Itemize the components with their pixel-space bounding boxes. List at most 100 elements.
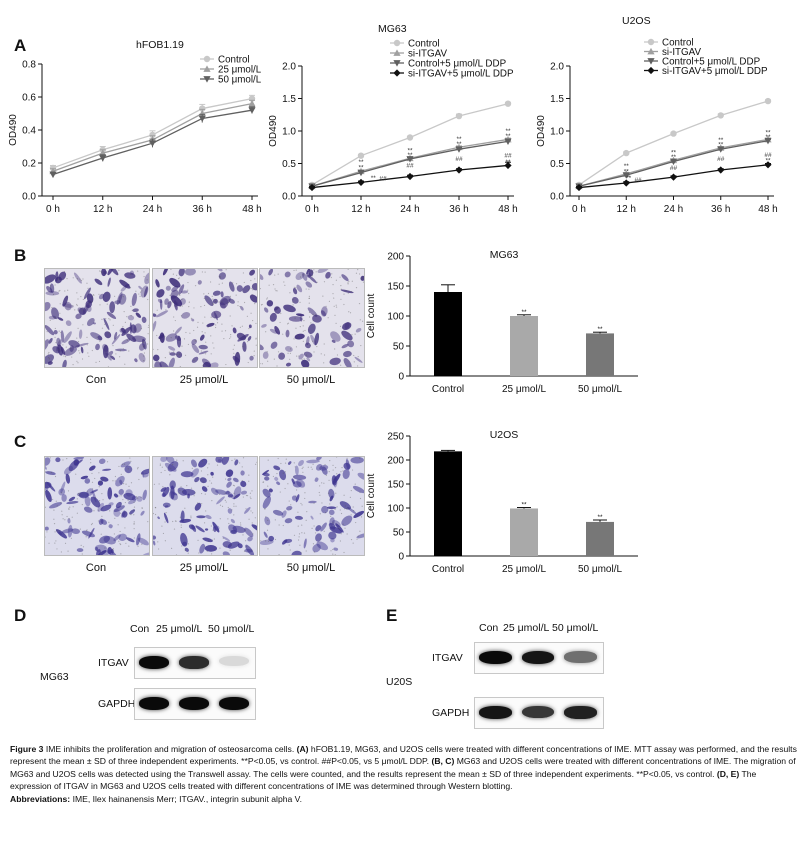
- significance-mark: **: [371, 175, 377, 182]
- y-tick-label: 150: [387, 480, 404, 491]
- significance-mark: **: [671, 154, 677, 161]
- data-point: [308, 183, 316, 192]
- y-tick-label: 0.0: [550, 192, 564, 203]
- bar: [510, 316, 538, 376]
- data-point: [49, 171, 57, 179]
- lane-label: 25 μmol/L: [156, 623, 203, 635]
- y-tick-label: 0: [398, 552, 404, 563]
- chart-title: U2OS: [622, 15, 651, 27]
- significance-mark: **: [597, 514, 603, 521]
- micrograph-image: [259, 456, 365, 556]
- y-tick-label: 0: [398, 372, 404, 383]
- legend-label: Control+5 μmol/L DDP: [662, 57, 761, 68]
- caption-title: IME inhibits the proliferation and migra…: [45, 744, 295, 754]
- data-point: [764, 97, 772, 105]
- y-tick-label: 100: [387, 504, 404, 515]
- legend-label: si-ITGAV: [662, 47, 701, 58]
- significance-mark: **: [624, 168, 630, 175]
- significance-mark: **: [765, 157, 771, 164]
- significance-mark: ##: [504, 153, 512, 160]
- x-tick-label: 36 h: [449, 204, 468, 215]
- data-point: [406, 156, 414, 163]
- y-tick-label: 1.5: [550, 94, 564, 105]
- micrograph-image: [44, 456, 150, 556]
- y-tick-label: 150: [387, 282, 404, 293]
- lane-label: 25 μmol/L: [503, 622, 550, 634]
- legend-marker: [203, 65, 211, 72]
- protein-band: [179, 656, 209, 669]
- significance-mark: **: [407, 148, 413, 155]
- data-point: [99, 155, 107, 162]
- caption-abbreviations-text: IME, Ilex hainanensis Merr; ITGAV., inte…: [72, 793, 303, 804]
- micrograph-image: [152, 268, 258, 368]
- caption-figure-label: Figure 3: [10, 744, 44, 754]
- bar: [434, 292, 462, 376]
- panel-letter-b: B: [14, 246, 27, 265]
- micrograph-texture: [260, 269, 364, 367]
- line-chart-hfob: 0.0 0.2 0.4 0.6 0.8 0 h 12 h 24 h 36 h 48 h OD490 h…: [8, 39, 262, 215]
- x-tick-label: 50 μmol/L: [578, 564, 623, 575]
- y-tick-label: 200: [387, 252, 404, 263]
- y-tick-label: 0.0: [22, 192, 36, 203]
- series-2: [49, 106, 256, 179]
- x-tick-label: 0 h: [572, 204, 586, 215]
- significance-mark: **: [765, 134, 771, 141]
- micrograph-image: [44, 268, 150, 368]
- data-point: [357, 169, 365, 177]
- legend-label: Control: [408, 39, 440, 50]
- caption-abbreviations-label: Abbreviations:: [10, 793, 71, 804]
- lane-label: Con: [479, 622, 499, 634]
- bar-chart-u2os: 0 50 100 150 200 250 Cell count U2OS Control ** 25…: [366, 429, 638, 575]
- protein-band: [219, 697, 249, 710]
- protein-band: [219, 656, 249, 667]
- data-point: [717, 166, 725, 174]
- y-tick-label: 250: [387, 432, 404, 443]
- data-point: [199, 105, 206, 112]
- bar: [586, 333, 614, 376]
- y-tick-label: 50: [393, 528, 405, 539]
- legend-marker: [393, 49, 401, 56]
- series-1: [49, 99, 256, 175]
- x-tick-label: 48 h: [242, 204, 261, 215]
- y-tick-label: 0.5: [282, 159, 296, 170]
- data-point: [455, 146, 463, 153]
- legend-marker: [203, 76, 211, 83]
- protein-band: [521, 651, 555, 664]
- protein-band: [479, 706, 512, 719]
- caption-panel-ref: (B, C): [431, 756, 455, 767]
- y-axis-label: Cell count: [366, 474, 377, 519]
- significance-mark: ##: [455, 156, 463, 163]
- micrograph-label: Con: [85, 374, 107, 386]
- y-tick-label: 0.5: [550, 159, 564, 170]
- protein-band: [179, 697, 209, 710]
- protein-band: [564, 651, 597, 663]
- y-axis-label: OD490: [536, 115, 547, 147]
- significance-mark: **: [765, 129, 771, 136]
- legend-label: 25 μmol/L: [218, 65, 262, 76]
- micrograph-label: 50 μmol/L: [286, 374, 336, 386]
- significance-mark: **: [456, 136, 462, 143]
- micrograph-texture: [153, 269, 257, 367]
- data-point: [717, 112, 724, 119]
- legend-marker: [647, 66, 655, 75]
- figure-caption: Figure 3 IME inhibits the proliferation …: [10, 743, 800, 805]
- series-2: [308, 138, 512, 190]
- micrograph-texture: [260, 457, 364, 555]
- protein-band: [479, 651, 512, 664]
- line-chart-mg63: 0.0 0.5 1.0 1.5 2.0 0 h 12 h 24 h 36 h 48 h OD490 M…: [268, 23, 518, 215]
- data-point: [575, 183, 583, 192]
- protein-band: [564, 706, 597, 719]
- significance-mark: **: [505, 133, 511, 140]
- y-tick-label: 0.8: [22, 60, 36, 71]
- chart-title: hFOB1.19: [136, 39, 184, 51]
- lane-label: 50 μmol/L: [552, 622, 599, 634]
- x-tick-label: 24 h: [664, 204, 683, 215]
- bar: [586, 521, 614, 556]
- legend-label: si-ITGAV+5 μmol/L DDP: [408, 69, 514, 80]
- significance-mark: **: [505, 128, 511, 135]
- significance-mark: **: [626, 175, 632, 182]
- chart-title: U2OS: [490, 429, 519, 441]
- protein-band: [139, 697, 169, 710]
- y-axis-label: OD490: [268, 115, 279, 147]
- lane-label: 50 μmol/L: [208, 623, 255, 635]
